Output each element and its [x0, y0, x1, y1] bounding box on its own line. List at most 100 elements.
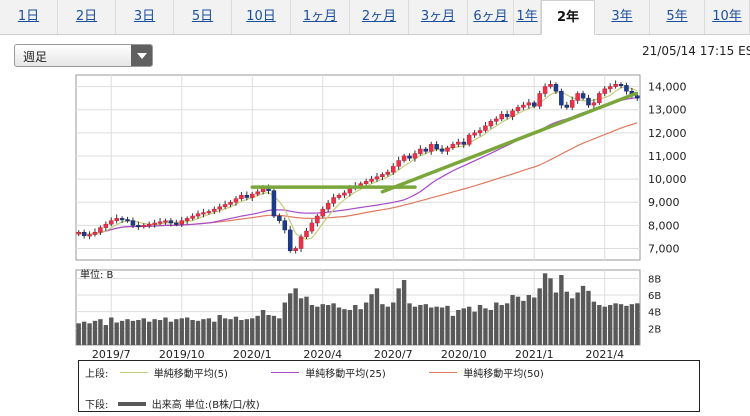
- volume-bar: [293, 288, 298, 345]
- x-tick-label: 2021/4: [585, 348, 624, 360]
- volume-bar: [374, 288, 380, 345]
- volume-bar: [407, 303, 412, 345]
- volume-bar: [553, 292, 559, 345]
- x-tick-label: 2021/1: [515, 348, 554, 360]
- volume-bar: [347, 310, 353, 345]
- candle: [412, 153, 418, 159]
- candle: [483, 125, 488, 131]
- volume-bar: [494, 302, 499, 345]
- volume-bar: [304, 296, 309, 345]
- period-tabs: 1日 2日 3日 5日 10日 1ヶ月 2ヶ月 3ヶ月 6ヶ月 1年 2年 3年 5年 10年: [0, 0, 750, 35]
- volume-bar: [504, 303, 510, 345]
- candle: [564, 104, 570, 108]
- volume-bar: [342, 309, 347, 345]
- volume-bar: [184, 317, 190, 345]
- volume-bar: [401, 280, 407, 345]
- candle: [342, 192, 347, 196]
- interval-select[interactable]: 週足: [14, 44, 153, 67]
- candle: [320, 208, 325, 217]
- volume-bar: [266, 315, 271, 345]
- volume-bar: [98, 319, 103, 345]
- volume-bar: [103, 325, 109, 345]
- volume-unit-label: 単位: B: [80, 268, 114, 281]
- volume-bar: [114, 322, 119, 345]
- candle: [456, 141, 461, 145]
- volume-bar: [298, 298, 304, 345]
- candle: [298, 236, 304, 249]
- chevron-down-icon[interactable]: [131, 45, 152, 66]
- candle: [363, 181, 369, 184]
- candle: [206, 211, 212, 214]
- tab-3ヶ月[interactable]: 3ヶ月: [409, 0, 468, 34]
- candle: [250, 193, 255, 198]
- x-tick-label: 2020/7: [374, 348, 413, 360]
- candle: [217, 206, 222, 210]
- volume-bar: [228, 319, 233, 345]
- candle: [624, 85, 629, 92]
- candle: [369, 178, 374, 182]
- price-tick-label: 13,000: [648, 104, 687, 117]
- candle: [499, 114, 504, 120]
- volume-bar: [570, 298, 575, 345]
- volume-bar: [233, 316, 239, 345]
- volume-bar: [130, 320, 136, 345]
- volume-bar: [250, 318, 255, 345]
- volume-bar: [152, 319, 157, 345]
- candle: [607, 86, 613, 90]
- volume-bar: [521, 300, 526, 345]
- candle: [401, 155, 407, 161]
- volume-bar: [363, 302, 369, 345]
- volume-bar: [483, 308, 488, 345]
- candle: [277, 215, 282, 221]
- volume-bar: [201, 319, 206, 345]
- tab-6ヶ月[interactable]: 6ヶ月: [468, 0, 514, 34]
- candle: [228, 201, 233, 205]
- tab-5年[interactable]: 5年: [650, 0, 705, 34]
- candle: [439, 148, 445, 152]
- candle: [466, 134, 472, 145]
- price-tick-label: 12,000: [648, 127, 687, 140]
- volume-bar: [288, 293, 293, 345]
- candle: [163, 220, 168, 223]
- candle: [515, 107, 521, 112]
- candle: [428, 144, 434, 152]
- candle: [580, 93, 586, 99]
- legend-sma5-swatch: [119, 372, 148, 373]
- price-panel: [75, 74, 641, 261]
- volume-bar: [423, 304, 428, 345]
- volume-bar: [385, 306, 391, 345]
- candle: [635, 95, 640, 99]
- tab-5日[interactable]: 5日: [174, 0, 232, 34]
- tab-2ヶ月[interactable]: 2ヶ月: [350, 0, 409, 34]
- x-tick-label: 2020/4: [303, 348, 342, 360]
- candle: [190, 215, 195, 219]
- volume-bar: [195, 320, 201, 345]
- candle: [618, 84, 624, 86]
- volume-bar: [613, 303, 618, 345]
- candle: [374, 176, 380, 180]
- volume-bar: [391, 302, 396, 345]
- tab-2日[interactable]: 2日: [58, 0, 116, 34]
- volume-bar: [635, 303, 640, 345]
- candle: [331, 197, 336, 204]
- candle: [233, 198, 239, 203]
- candle: [586, 97, 591, 106]
- candle: [542, 86, 548, 94]
- candle: [391, 166, 396, 173]
- tab-1日[interactable]: 1日: [0, 0, 58, 34]
- tab-3日[interactable]: 3日: [116, 0, 174, 34]
- candle: [98, 227, 103, 233]
- volume-bar: [434, 306, 439, 345]
- volume-bar: [179, 318, 184, 345]
- candle: [222, 204, 228, 208]
- tab-1ヶ月[interactable]: 1ヶ月: [291, 0, 350, 34]
- volume-bar: [461, 308, 466, 345]
- tab-2年[interactable]: 2年: [541, 0, 595, 35]
- tab-1年[interactable]: 1年: [514, 0, 541, 34]
- candle: [418, 148, 423, 154]
- candle: [255, 191, 260, 195]
- price-tick-label: 14,000: [648, 81, 687, 94]
- tab-10日[interactable]: 10日: [232, 0, 291, 34]
- tab-3年[interactable]: 3年: [595, 0, 650, 34]
- volume-bar: [412, 306, 418, 345]
